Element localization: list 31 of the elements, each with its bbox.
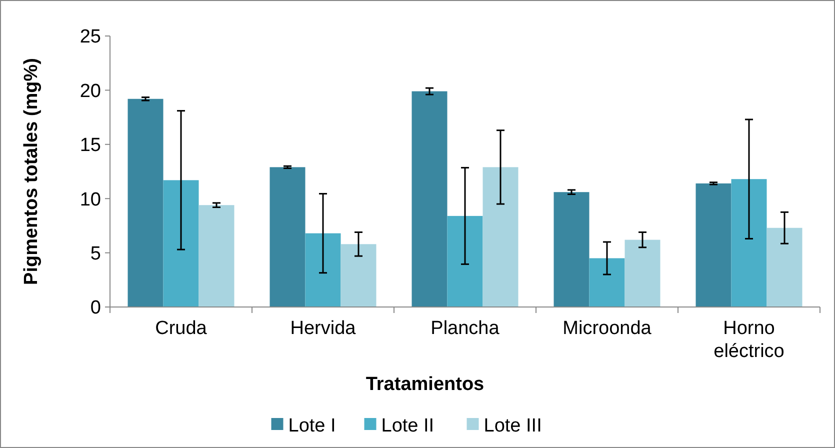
bar: [340, 244, 376, 307]
bar: [589, 258, 625, 307]
bar: [482, 167, 518, 307]
x-tick-label: Hervida: [290, 318, 356, 339]
bar: [163, 180, 199, 307]
bar: [198, 205, 234, 307]
bar: [766, 228, 802, 307]
y-tick-label: 20: [80, 80, 101, 102]
y-tick-label: 25: [80, 26, 101, 48]
y-tick-label: 15: [80, 135, 101, 156]
bar: [305, 233, 341, 307]
x-tick-label: Microonda: [562, 318, 652, 339]
bar: [554, 192, 590, 307]
x-tick-label: Cruda: [155, 318, 208, 339]
y-tick-label: 0: [90, 298, 101, 319]
legend-label: Lote III: [484, 416, 542, 437]
bar: [128, 98, 164, 307]
bar: [270, 167, 306, 307]
bar: [731, 179, 767, 307]
legend-label: Lote I: [288, 416, 336, 437]
legend-label: Lote II: [381, 416, 434, 437]
x-axis-title: Tratamientos: [366, 374, 484, 395]
bar: [447, 216, 483, 307]
x-tick-label: Horno eléctrico: [714, 318, 784, 362]
y-tick-label: 10: [80, 189, 101, 210]
x-tick-label: Plancha: [430, 318, 500, 339]
bar: [696, 183, 732, 307]
bar: [624, 240, 660, 307]
y-tick-label: 5: [90, 243, 101, 264]
bar: [412, 91, 448, 307]
y-axis-title: Pigmentos totales (mg%): [21, 58, 42, 285]
